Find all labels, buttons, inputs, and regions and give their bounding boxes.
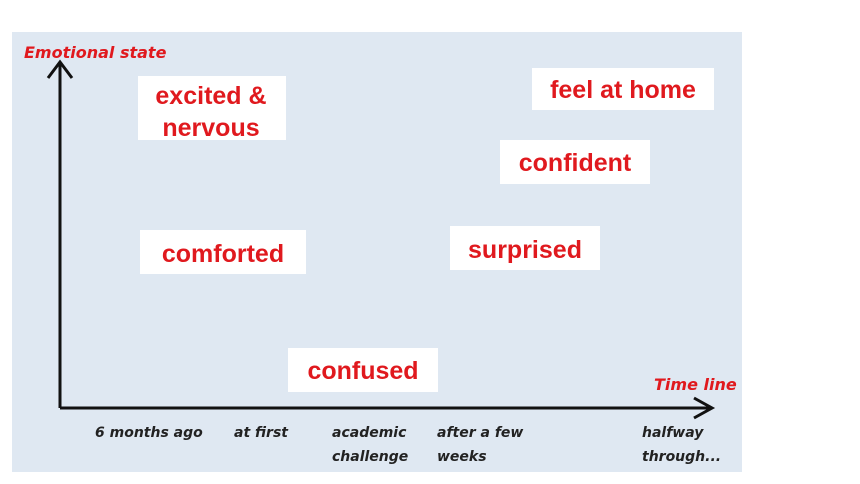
emotion-box <box>450 226 600 270</box>
emotion-box <box>500 140 650 184</box>
emotion-box <box>288 348 438 392</box>
time-label: weeks <box>437 449 487 465</box>
time-label: challenge <box>332 449 408 465</box>
emotion-label: confused <box>307 357 418 385</box>
time-label: at first <box>234 425 289 441</box>
time-label: halfway <box>642 425 704 441</box>
x-arrow <box>693 396 716 420</box>
y-axis-label: Emotional state <box>24 43 167 62</box>
emotion-label: surprised <box>468 236 582 264</box>
emotion-box <box>532 68 714 110</box>
x-axis-label: Time line <box>654 375 737 394</box>
time-label: through... <box>642 449 721 465</box>
emotion-label: comforted <box>162 240 284 268</box>
time-label: academic <box>332 425 407 441</box>
emotion-label: nervous <box>162 114 259 142</box>
y-arrow <box>46 59 74 79</box>
emotion-label: feel at home <box>550 76 696 104</box>
emotion-label: confident <box>519 149 632 177</box>
emotion-box <box>138 76 286 140</box>
emotion-box <box>140 230 306 274</box>
emotion-label: excited & <box>155 82 266 110</box>
time-label: 6 months ago <box>95 425 203 441</box>
time-label: after a few <box>437 425 523 441</box>
